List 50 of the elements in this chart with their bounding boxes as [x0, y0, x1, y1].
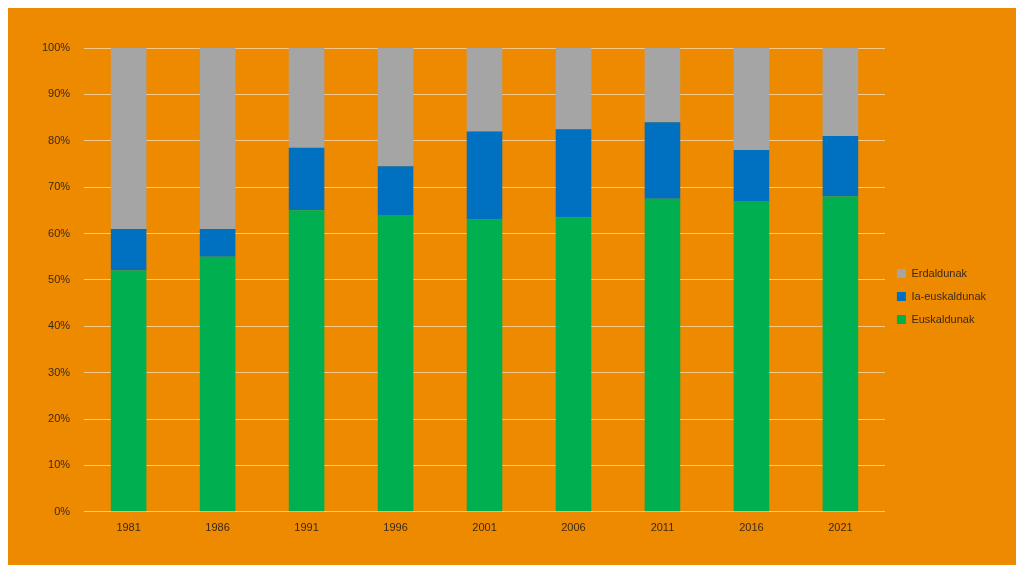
legend-label: Erdaldunak — [911, 266, 968, 279]
y-tick-label: 60% — [48, 226, 71, 239]
x-tick-label: 2016 — [739, 521, 764, 534]
bar — [110, 228, 147, 271]
y-tick-label: 20% — [48, 412, 71, 425]
bar — [644, 48, 681, 123]
x-tick-label: 2001 — [472, 521, 497, 534]
bar — [110, 48, 147, 229]
bar — [288, 210, 325, 512]
y-tick-label: 80% — [48, 133, 71, 146]
bar — [199, 256, 236, 512]
bar — [466, 48, 503, 132]
x-tick-label: 2021 — [828, 521, 853, 534]
x-tick-label: 1991 — [294, 521, 319, 534]
bar — [288, 48, 325, 148]
x-tick-label: 1986 — [205, 521, 230, 534]
y-tick-label: 0% — [54, 504, 71, 517]
x-tick-label: 1996 — [383, 521, 408, 534]
bar — [377, 214, 414, 512]
bar — [733, 201, 770, 512]
bar — [110, 270, 147, 512]
bar — [555, 129, 592, 218]
bar — [466, 131, 503, 220]
bar — [555, 217, 592, 512]
legend-label: Ia-euskaldunak — [911, 289, 987, 302]
bar — [733, 48, 770, 151]
x-tick-label: 2006 — [561, 521, 586, 534]
bar — [377, 48, 414, 167]
bar — [644, 122, 681, 199]
y-tick-label: 40% — [48, 319, 71, 332]
bar — [466, 219, 503, 512]
x-tick-label: 2011 — [650, 521, 675, 534]
bar — [199, 228, 236, 257]
bar — [822, 136, 859, 197]
bar — [733, 150, 770, 202]
y-tick-label: 30% — [48, 365, 71, 378]
bar — [555, 48, 592, 130]
y-tick-label: 100% — [41, 41, 71, 54]
legend-label: Euskaldunak — [911, 312, 975, 325]
y-tick-label: 50% — [48, 272, 71, 285]
bar — [822, 196, 859, 512]
bar — [199, 48, 236, 229]
bar — [377, 166, 414, 215]
bar — [288, 147, 325, 211]
bar — [644, 198, 681, 512]
bar — [822, 48, 859, 137]
y-tick-label: 70% — [48, 180, 71, 193]
y-tick-label: 90% — [48, 87, 71, 100]
y-tick-label: 10% — [48, 458, 71, 471]
x-tick-label: 1981 — [116, 521, 141, 534]
